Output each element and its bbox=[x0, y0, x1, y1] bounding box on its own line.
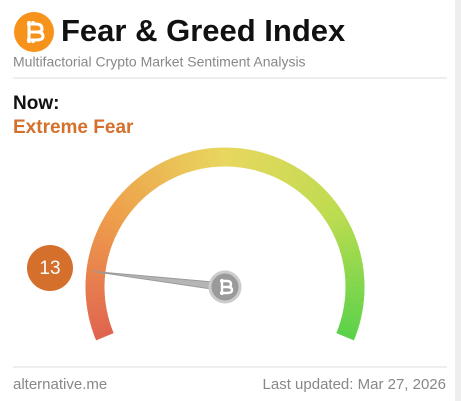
now-label: Now: bbox=[13, 93, 59, 114]
gauge-arc bbox=[85, 147, 365, 341]
scrollbar bbox=[455, 0, 461, 401]
title: Fear & Greed Index bbox=[61, 13, 346, 48]
subtitle: Multifactorial Crypto Market Sentiment A… bbox=[13, 54, 306, 70]
needle-group bbox=[92, 270, 242, 304]
classification: Extreme Fear bbox=[13, 117, 134, 138]
arc-segment bbox=[336, 328, 357, 341]
hub-glyph bbox=[220, 279, 234, 295]
last-updated: Last updated: Mar 27, 2026 bbox=[263, 376, 446, 393]
bitcoin-logo bbox=[14, 12, 54, 52]
source: alternative.me bbox=[13, 376, 107, 393]
value-label: 13 bbox=[39, 258, 60, 279]
logo-glyph bbox=[27, 21, 45, 43]
value-badge bbox=[27, 245, 73, 291]
